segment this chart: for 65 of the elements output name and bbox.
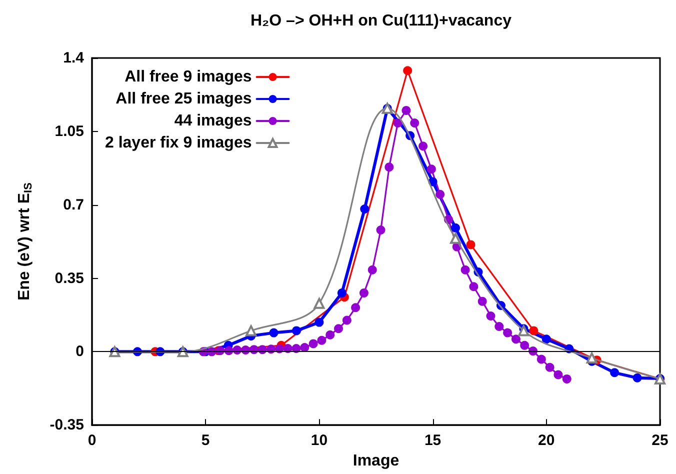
point: [478, 296, 487, 306]
legend-label: All free 25 images: [116, 90, 252, 108]
legend-label: 2 layer fix 9 images: [104, 134, 252, 152]
point: [402, 106, 411, 115]
point: [376, 226, 386, 235]
point: [518, 325, 530, 336]
point: [451, 223, 460, 232]
point: [542, 334, 551, 344]
point: [384, 162, 394, 172]
point: [334, 324, 344, 334]
point: [326, 330, 335, 340]
point: [632, 373, 642, 382]
point: [246, 325, 257, 336]
legend-label: All free 9 images: [124, 68, 252, 86]
point: [342, 316, 352, 325]
point: [436, 190, 445, 199]
point: [368, 265, 377, 274]
point: [536, 354, 546, 364]
y-axis-title: Ene (eV) wrt EIS: [16, 182, 34, 301]
point: [466, 240, 476, 250]
point: [545, 362, 554, 372]
point: [494, 322, 504, 332]
x-tick-label: 20: [538, 432, 555, 450]
chart-title: H₂O –> OH+H on Cu(111)+vacancy: [250, 12, 512, 30]
y-tick-label: 1.4: [63, 50, 85, 66]
point: [317, 336, 326, 345]
x-tick-label: 5: [201, 432, 210, 450]
point: [393, 118, 402, 128]
y-tick-label: 0.7: [63, 196, 84, 214]
y-tick-label: 0.35: [54, 270, 84, 287]
point: [529, 326, 538, 336]
x-tick-label: 15: [424, 432, 442, 450]
point: [486, 312, 496, 321]
point: [337, 288, 346, 298]
point: [450, 232, 462, 244]
legend-label: 44 images: [174, 112, 252, 130]
point: [520, 340, 530, 350]
point: [300, 342, 310, 352]
point: [314, 318, 324, 327]
point: [360, 204, 370, 214]
point: [410, 118, 420, 128]
x-tick-label: 0: [88, 432, 96, 450]
point: [554, 370, 563, 380]
point: [460, 265, 470, 274]
y-tick-label: 1.05: [54, 122, 84, 140]
y-tick-label: -0.35: [50, 416, 84, 434]
point: [269, 328, 278, 338]
point: [314, 298, 325, 309]
point: [292, 326, 301, 336]
x-axis-title: Image: [352, 452, 400, 470]
point: [418, 142, 428, 151]
x-tick-label: 10: [310, 432, 328, 450]
point: [562, 374, 572, 384]
x-tick-label: 25: [652, 432, 668, 450]
y-tick-label: 0: [76, 343, 84, 360]
point: [586, 352, 598, 364]
point: [503, 328, 512, 338]
point: [511, 334, 520, 344]
point: [308, 339, 318, 348]
point: [403, 66, 412, 76]
point: [359, 288, 368, 298]
point: [610, 368, 620, 378]
point: [469, 282, 478, 292]
point: [426, 164, 436, 174]
point: [351, 303, 360, 312]
